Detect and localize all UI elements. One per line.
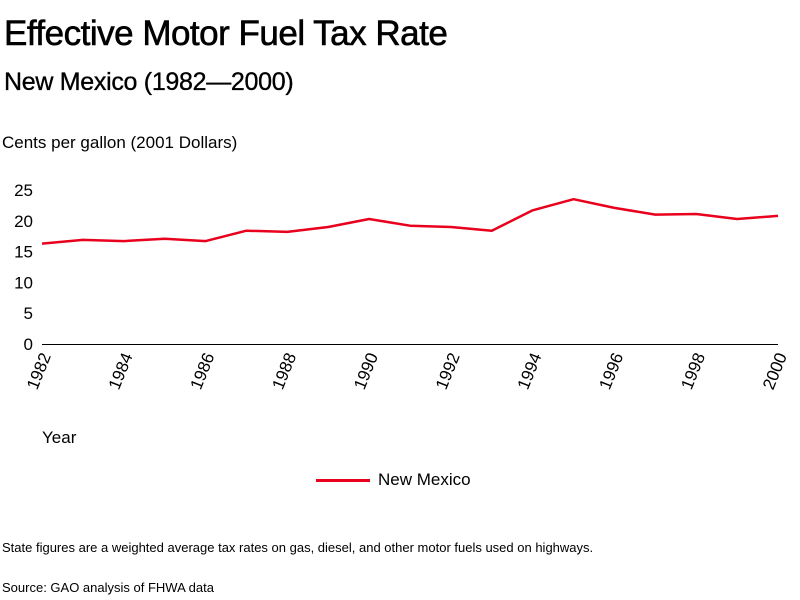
x-tick-label: 2000 [759,350,791,392]
series-line-new-mexico [41,197,779,245]
y-tick-label: 20 [14,212,33,231]
x-tick-label: 1984 [105,350,137,392]
y-tick-label: 5 [24,304,33,323]
y-tick-label: 10 [14,273,33,292]
y-axis-label: Cents per gallon (2001 Dollars) [2,133,238,152]
footnote: State figures are a weighted average tax… [2,540,594,555]
y-tick-label: 15 [14,243,33,262]
legend-swatch [316,478,370,482]
legend: New Mexico [316,470,471,490]
legend-label: New Mexico [378,470,471,489]
x-tick-label: 1998 [677,350,709,392]
x-tick-label: 1994 [514,350,546,392]
y-tick-labels: 0 5 10 15 20 25 [14,181,33,354]
x-tick-label: 1990 [350,350,382,392]
x-axis-label: Year [42,428,77,447]
source-note: Source: GAO analysis of FHWA data [2,580,214,595]
series-lines [41,197,779,245]
x-tick-labels: 1982 1984 1986 1988 1990 1992 1994 1996 1998 2000 [23,350,791,392]
x-tick-label: 1992 [432,350,464,392]
x-tick-label: 1988 [268,350,300,392]
x-tick-label: 1996 [596,350,628,392]
x-tick-label: 1986 [187,350,219,392]
chart-title: Effective Motor Fuel Tax Rate [4,14,448,54]
y-tick-label: 25 [14,181,33,200]
y-tick-label: 0 [24,335,33,354]
x-tick-label: 1982 [23,350,55,392]
chart-subtitle: New Mexico (1982—2000) [4,68,294,96]
